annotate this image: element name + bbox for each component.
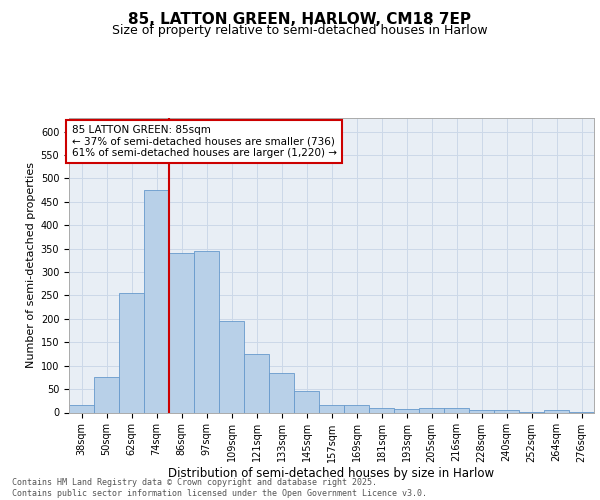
Bar [144, 190, 169, 412]
X-axis label: Distribution of semi-detached houses by size in Harlow: Distribution of semi-detached houses by … [169, 468, 494, 480]
Bar [419, 408, 444, 412]
Text: 85 LATTON GREEN: 85sqm
← 37% of semi-detached houses are smaller (736)
61% of se: 85 LATTON GREEN: 85sqm ← 37% of semi-det… [71, 125, 337, 158]
Bar [344, 406, 369, 412]
Text: 85, LATTON GREEN, HARLOW, CM18 7EP: 85, LATTON GREEN, HARLOW, CM18 7EP [128, 12, 472, 28]
Bar [394, 409, 419, 412]
Bar [219, 321, 244, 412]
Bar [369, 408, 394, 412]
Bar [69, 406, 94, 412]
Bar [244, 354, 269, 412]
Bar [119, 293, 144, 412]
Bar [444, 408, 469, 412]
Bar [194, 251, 219, 412]
Text: Size of property relative to semi-detached houses in Harlow: Size of property relative to semi-detach… [112, 24, 488, 37]
Bar [294, 392, 319, 412]
Bar [469, 410, 494, 412]
Bar [544, 410, 569, 412]
Bar [319, 406, 344, 412]
Bar [269, 372, 294, 412]
Bar [169, 254, 194, 412]
Y-axis label: Number of semi-detached properties: Number of semi-detached properties [26, 162, 37, 368]
Bar [494, 410, 519, 412]
Text: Contains HM Land Registry data © Crown copyright and database right 2025.
Contai: Contains HM Land Registry data © Crown c… [12, 478, 427, 498]
Bar [94, 378, 119, 412]
